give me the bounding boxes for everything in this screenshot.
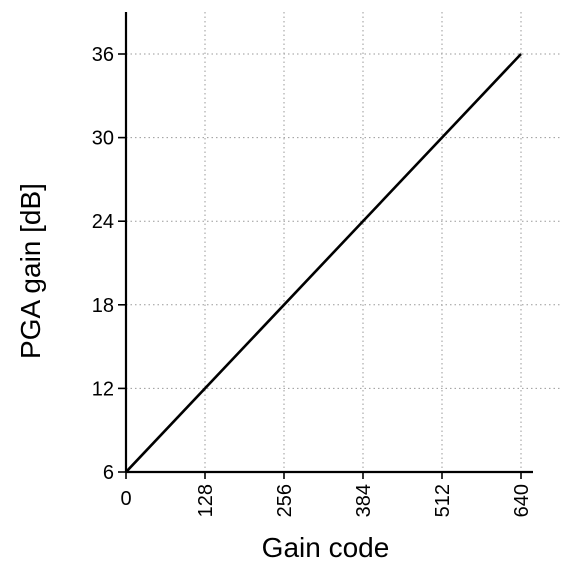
x-tick-label: 640: [511, 484, 533, 517]
x-axis-label: Gain code: [262, 532, 390, 562]
axes: [124, 12, 533, 474]
y-tick-label: 18: [92, 295, 114, 317]
series-layer: [125, 53, 522, 473]
x-tick-label: 384: [353, 484, 375, 517]
x-tick-label: 128: [195, 484, 217, 517]
y-tick-label: 12: [92, 378, 114, 400]
ticks: 0 128 256 384 512 640 6 12 18 24 30 36: [92, 44, 533, 517]
y-tick-label: 30: [92, 128, 114, 150]
x-tick-label: 512: [432, 484, 454, 517]
x-tick-label: 0: [120, 488, 131, 510]
x-tick-label: 256: [274, 484, 296, 517]
y-tick-label: 24: [92, 211, 114, 233]
grid: [126, 12, 561, 472]
y-tick-label: 36: [92, 44, 114, 66]
series-line-0: [125, 53, 522, 473]
y-tick-label: 6: [103, 462, 114, 484]
y-axis-label: PGA gain [dB]: [15, 183, 46, 359]
